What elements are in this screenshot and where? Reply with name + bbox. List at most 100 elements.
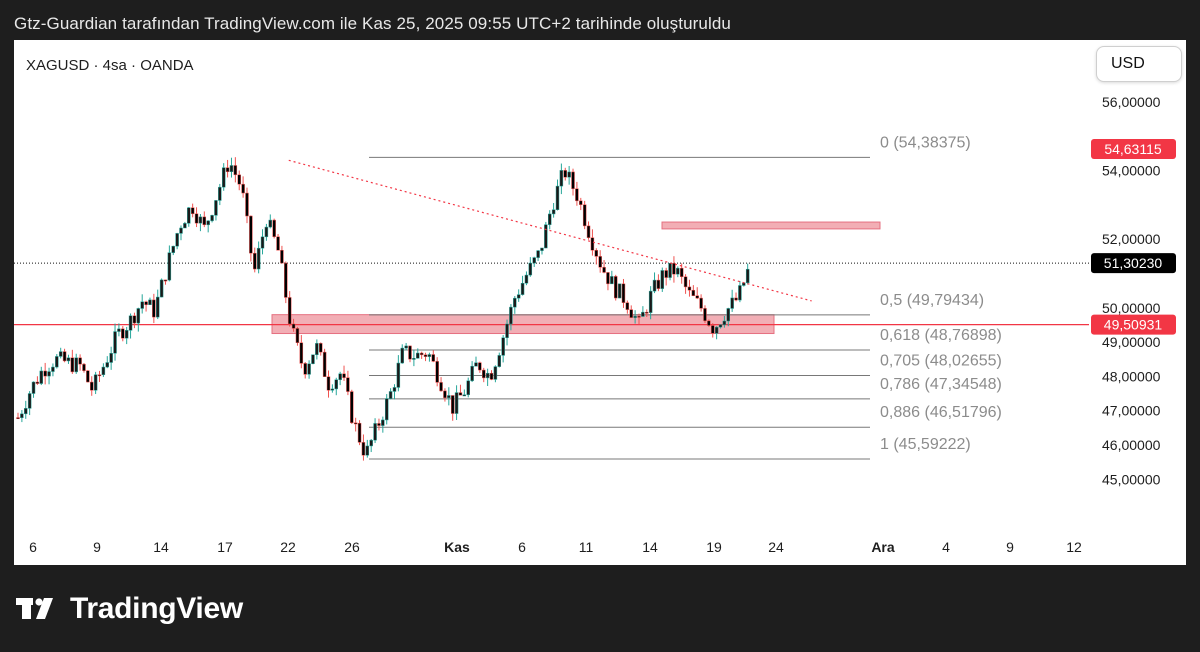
candle-body (575, 188, 579, 202)
candle-body (51, 366, 55, 372)
x-tick-label: 22 (280, 539, 296, 555)
candle-body (548, 213, 552, 225)
candle-body (377, 423, 381, 426)
candle-body (307, 363, 311, 375)
candle-body (93, 374, 98, 391)
candle-body (567, 171, 571, 178)
candle-body (590, 237, 595, 251)
candle-body (563, 170, 567, 178)
candle-body (730, 297, 734, 309)
candle-body (412, 358, 416, 360)
candle-body (683, 276, 688, 288)
trendline (288, 159, 812, 302)
candle-body (86, 370, 90, 383)
x-tick-label: 9 (1006, 539, 1014, 555)
candle-body (707, 320, 711, 326)
candle-body (319, 343, 323, 353)
price-tag (1091, 253, 1176, 274)
candle-body (656, 279, 661, 289)
candle-body (175, 233, 179, 247)
brand-footer: TradingView (16, 592, 243, 626)
candle-body (582, 204, 587, 227)
candle-body (404, 345, 408, 349)
x-tick-label: 11 (579, 539, 594, 555)
candle-body (416, 352, 420, 359)
x-tick-label: 4 (942, 539, 950, 555)
candle-body (691, 289, 696, 296)
candle-body (326, 376, 331, 391)
y-tick-label: 46,00000 (1102, 437, 1161, 453)
candle-body (532, 257, 536, 264)
candle-body (70, 357, 75, 373)
candle-body (260, 236, 265, 249)
candle-body (256, 247, 261, 270)
candle-body (497, 355, 501, 367)
candle-body (346, 377, 350, 392)
candle-body (559, 170, 564, 187)
candle-body (58, 351, 63, 357)
candle-body (202, 216, 207, 226)
candle-body (493, 366, 498, 380)
y-tick-label: 50,00000 (1102, 300, 1161, 316)
candle-body (249, 215, 253, 254)
fib-label: 0,705 (48,02655) (880, 352, 1002, 369)
candle-body (513, 297, 517, 308)
candle-body (396, 362, 401, 388)
candle-body (450, 395, 455, 414)
candle-body (16, 417, 20, 420)
x-tick-label: 19 (706, 539, 722, 555)
candle-body (276, 236, 280, 251)
candle-body (703, 308, 707, 322)
candle-body (167, 252, 172, 281)
candle-body (299, 342, 304, 364)
candle-body (505, 323, 509, 338)
fib-label: 0,5 (49,79434) (880, 292, 984, 309)
candle-body (571, 171, 575, 189)
candle-body (264, 226, 269, 238)
candle-body (586, 225, 591, 238)
candle-body (408, 345, 412, 360)
candle-body (633, 315, 637, 318)
candle-body (540, 247, 544, 251)
fib-label: 0,618 (48,76898) (880, 327, 1002, 344)
candle-body (163, 279, 168, 282)
resistance-zone (661, 221, 881, 230)
candle-body (156, 296, 160, 318)
candle-body (466, 380, 470, 396)
candle-body (617, 283, 622, 299)
candle-body (594, 250, 599, 257)
x-tick-label: Kas (444, 539, 470, 555)
candle-body (613, 276, 618, 299)
candle-body (365, 445, 370, 456)
candle-body (443, 390, 447, 399)
candle-body (62, 351, 67, 362)
candle-body (528, 262, 533, 276)
candle-body (478, 362, 482, 371)
x-tick-label: 17 (217, 539, 233, 555)
candle-body (672, 263, 676, 275)
candle-body (357, 422, 362, 443)
tradingview-logo-icon (16, 598, 53, 619)
candle-body (610, 276, 614, 285)
candle-body (745, 268, 750, 284)
x-tick-label: Ara (871, 539, 895, 555)
chart-panel[interactable]: 0 (54,38375) 0,5 (49,79434) 0,618 (48,7689… (14, 40, 1186, 565)
candle-body (641, 311, 645, 317)
candle-body (699, 297, 703, 309)
candle-body (579, 200, 583, 205)
candle-body (722, 320, 727, 326)
currency-button[interactable]: USD (1096, 46, 1182, 82)
symbol-legend: XAGUSD · 4sa · OANDA (26, 57, 194, 74)
price-chart[interactable]: 0 (54,38375) 0,5 (49,79434) 0,618 (48,7689… (14, 40, 1186, 565)
y-tick-label: 52,00000 (1102, 231, 1161, 247)
candle-body (714, 326, 719, 334)
candle-body (447, 395, 451, 399)
candle-body (606, 272, 610, 285)
candle-body (621, 283, 626, 303)
candle-body (384, 398, 389, 421)
price-tag-label: 51,30230 (1104, 255, 1163, 271)
candle-body (218, 186, 222, 201)
candle-body (342, 373, 346, 378)
candle-body (652, 279, 657, 292)
candle-body (711, 325, 715, 334)
